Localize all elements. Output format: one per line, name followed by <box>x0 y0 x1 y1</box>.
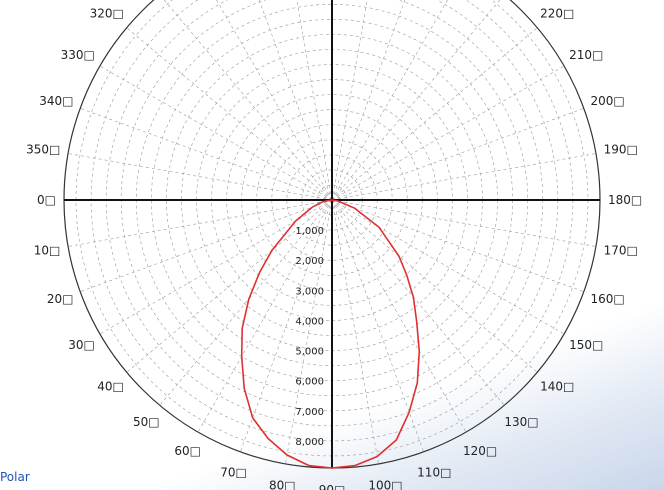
grid-spoke <box>216 0 333 201</box>
grid-spoke <box>240 199 333 452</box>
angle-label: 0□ <box>37 193 56 207</box>
angle-label: 100□ <box>368 479 402 490</box>
radial-tick-label: 6,000 <box>295 377 324 388</box>
angle-label: 340□ <box>39 94 73 108</box>
grid-spoke <box>126 27 333 201</box>
angle-label: 210□ <box>569 48 603 62</box>
angle-label: 130□ <box>504 415 538 429</box>
angle-label: 90□ <box>319 483 346 490</box>
grid-spoke <box>331 199 538 373</box>
radial-tick-label: 4,000 <box>295 316 324 327</box>
grid-spoke <box>331 199 424 452</box>
angle-label: 70□ <box>220 466 247 480</box>
radial-tick-label: 8,000 <box>295 437 324 448</box>
grid-spoke <box>331 199 467 433</box>
grid-spoke <box>331 199 584 292</box>
angle-label: 50□ <box>133 415 160 429</box>
grid-spoke <box>99 199 333 335</box>
polar-link[interactable]: Polar <box>0 470 30 484</box>
angle-label: 170□ <box>604 243 638 257</box>
grid-spoke <box>80 199 333 292</box>
grid-spoke <box>331 199 379 464</box>
angle-label: 220□ <box>540 7 574 21</box>
radial-tick-label: 2,000 <box>295 256 324 267</box>
grid-spoke <box>331 0 501 201</box>
angle-label: 350□ <box>26 143 60 157</box>
grid-spoke <box>296 0 333 201</box>
angle-label: 80□ <box>269 479 296 490</box>
radial-tick-label: 1,000 <box>295 226 324 237</box>
radial-tick-label: 5,000 <box>295 347 324 358</box>
angle-label: 140□ <box>540 379 574 393</box>
grid-spoke <box>126 199 333 373</box>
grid-spoke <box>331 0 368 201</box>
grid-spoke <box>331 65 565 201</box>
angle-label: 150□ <box>569 338 603 352</box>
grid-spoke <box>99 65 333 201</box>
grid-spoke <box>68 199 333 247</box>
angle-label: 110□ <box>417 466 451 480</box>
angle-label: 180□ <box>608 193 642 207</box>
grid-spoke <box>331 0 448 201</box>
series-curve <box>240 199 421 469</box>
grid-spoke <box>258 0 333 201</box>
grid-spoke <box>331 199 505 406</box>
angle-label: 20□ <box>47 292 74 306</box>
grid-spoke <box>80 108 333 201</box>
grid-spoke <box>331 27 538 201</box>
angle-label: 190□ <box>604 143 638 157</box>
grid-spoke <box>331 108 584 201</box>
angle-label: 200□ <box>591 94 625 108</box>
angle-label: 10□ <box>34 243 61 257</box>
angle-label: 320□ <box>90 7 124 21</box>
grid-spoke <box>331 0 406 201</box>
angle-label: 330□ <box>61 48 95 62</box>
radial-tick-label: 7,000 <box>295 407 324 418</box>
grid-spoke <box>331 199 596 247</box>
radial-tick-label: 3,000 <box>295 286 324 297</box>
angle-label: 60□ <box>174 444 201 458</box>
grid-spoke <box>285 199 333 464</box>
angle-label: 40□ <box>97 379 124 393</box>
grid-spoke <box>197 199 333 433</box>
grid-spoke <box>68 153 333 201</box>
angle-label: 30□ <box>68 338 95 352</box>
angle-label: 160□ <box>591 292 625 306</box>
grid-spoke <box>159 199 333 406</box>
angle-label: 120□ <box>463 444 497 458</box>
grid-spoke <box>331 153 596 201</box>
grid-spoke <box>331 199 565 335</box>
grid-spoke <box>163 0 333 201</box>
